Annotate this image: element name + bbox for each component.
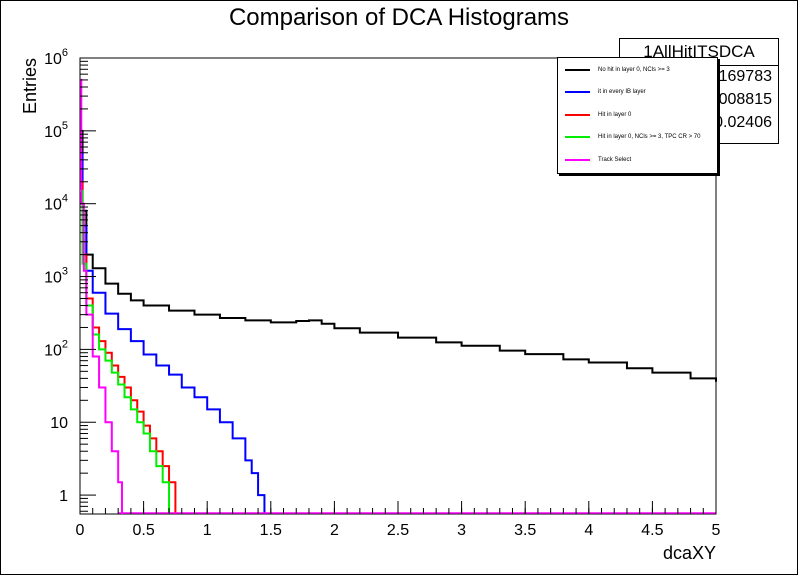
- y-tick-label: 10: [50, 415, 68, 432]
- x-axis-label: dcaXY: [663, 543, 716, 563]
- legend-label: Hit in layer 0, NCls >= 3, TPC CR > 70: [598, 134, 701, 140]
- x-tick-label: 1: [203, 522, 212, 539]
- y-tick-label: 103: [44, 266, 68, 287]
- y-tick-exponent: 3: [62, 266, 68, 278]
- x-tick-label: 3: [457, 522, 466, 539]
- x-tick-label: 4.5: [641, 522, 663, 539]
- legend-entry: Track Select: [562, 154, 712, 166]
- legend-entry: Hit in layer 0, NCls >= 3, TPC CR > 70: [562, 131, 712, 143]
- series-line: [80, 189, 171, 514]
- legend: No hit in layer 0, NCls >= 3 it in every…: [557, 57, 718, 174]
- legend-entry: Hit in layer 0: [562, 109, 712, 121]
- x-tick-label: 0: [76, 522, 85, 539]
- legend-swatch: [565, 91, 590, 93]
- legend-swatch: [565, 114, 590, 116]
- stats-mean: .008815: [714, 91, 772, 108]
- x-tick-label: 2.5: [387, 522, 409, 539]
- x-tick-label: 4: [584, 522, 593, 539]
- x-tick-label: 1.5: [260, 522, 282, 539]
- series-line: [80, 129, 717, 382]
- x-tick-label: 3.5: [514, 522, 536, 539]
- legend-swatch: [565, 136, 590, 138]
- x-tick-label: 0.5: [132, 522, 154, 539]
- x-tick-label: 5: [712, 522, 721, 539]
- series-line: [80, 78, 123, 514]
- y-axis-label: Entries: [20, 58, 40, 114]
- y-tick-exponent: 4: [62, 193, 68, 205]
- y-tick-label: 1: [59, 488, 68, 505]
- y-tick-exponent: 2: [62, 338, 68, 350]
- legend-swatch: [565, 159, 590, 161]
- series-line: [80, 151, 266, 514]
- legend-label: it in every IB layer: [598, 89, 646, 95]
- legend-label: Hit in layer 0: [598, 112, 632, 118]
- legend-swatch: [565, 69, 590, 71]
- legend-entry: it in every IB layer: [562, 86, 712, 98]
- series-layer: [80, 78, 717, 514]
- chart-title: Comparison of DCA Histograms: [228, 4, 570, 31]
- y-tick-exponent: 5: [62, 120, 68, 132]
- series-line: [80, 180, 177, 514]
- legend-entry: No hit in layer 0, NCls >= 3: [562, 64, 712, 76]
- y-tick-label: 105: [44, 120, 68, 141]
- y-tick-exponent: 6: [62, 47, 68, 59]
- legend-label: No hit in layer 0, NCls >= 3: [598, 67, 670, 73]
- stats-entries: 7169783: [709, 68, 772, 85]
- y-tick-label: 102: [44, 338, 68, 359]
- legend-label: Track Select: [598, 157, 632, 163]
- stats-stddev: 0.02406: [714, 114, 772, 131]
- y-tick-label: 104: [44, 193, 68, 214]
- x-tick-label: 2: [330, 522, 339, 539]
- y-tick-label: 106: [44, 47, 68, 68]
